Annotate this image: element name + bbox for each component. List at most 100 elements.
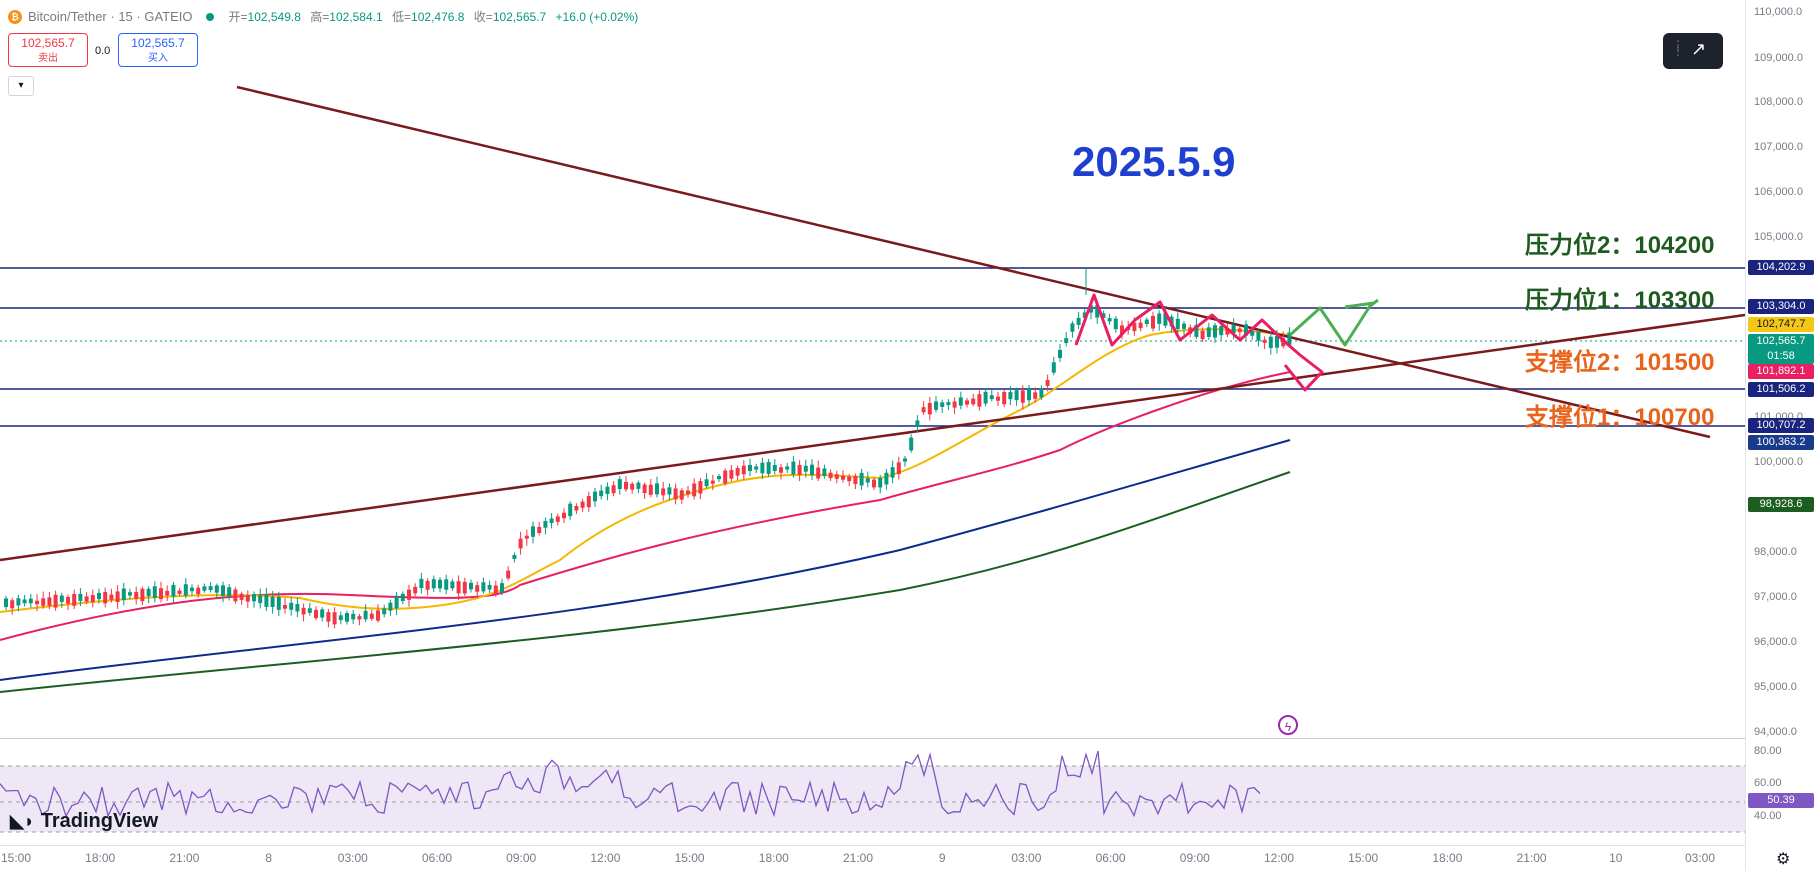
candle-body	[760, 462, 765, 474]
candle-body	[1120, 325, 1124, 335]
buy-button[interactable]: 102,565.7 买入	[118, 33, 198, 67]
candle-body	[1107, 318, 1112, 322]
gear-icon[interactable]: ⚙	[1776, 851, 1791, 868]
tradingview-logo[interactable]: ◣◗ TradingView	[10, 810, 158, 833]
candle-body	[252, 594, 256, 602]
candle-body	[506, 570, 511, 579]
time-tick-label: 09:00	[506, 851, 537, 865]
candle-body	[934, 401, 938, 410]
time-tick-label: 06:00	[421, 851, 453, 865]
candle-body	[679, 490, 684, 500]
candle-body	[171, 584, 176, 597]
candle-body	[642, 484, 647, 494]
candle-body	[1008, 392, 1013, 400]
candle-body	[896, 462, 901, 475]
buy-label: 买入	[148, 53, 168, 64]
drawing-toolbar-button[interactable]: ⋮ ⋮ ↗	[1663, 33, 1723, 69]
candle-body	[704, 479, 709, 487]
rsi-chart-svg[interactable]	[0, 739, 1745, 846]
ohlc-values: 开=102,549.8 高=102,584.1 低=102,476.8 收=10…	[228, 10, 639, 24]
candle-body	[909, 437, 914, 451]
candle-body	[475, 585, 480, 592]
candle-body	[1144, 319, 1149, 325]
time-tick-label: 06:00	[1095, 851, 1126, 865]
candle-body	[146, 588, 151, 597]
symbol-legend: ₿ Bitcoin/Tether · 15 · GATEIO 开=102,549…	[8, 8, 644, 25]
candle-body	[208, 586, 213, 591]
candle-body	[59, 595, 64, 602]
open-value: 102,549.8	[247, 10, 301, 24]
candle-body	[1250, 330, 1255, 336]
open-label: 开	[228, 10, 241, 24]
candle-body	[518, 538, 523, 549]
bitcoin-coin-icon: ₿	[8, 9, 22, 24]
candle-body	[723, 470, 728, 484]
candle-body	[1058, 349, 1062, 359]
candle-body	[462, 581, 467, 594]
drag-handle-icon[interactable]: ⋮ ⋮	[1672, 38, 1684, 58]
candle-body	[562, 512, 566, 519]
market-status-dot	[206, 12, 215, 21]
candle-body	[326, 612, 331, 622]
price-tag: 100,363.2	[1748, 435, 1814, 450]
candle-body	[400, 593, 405, 601]
candle-body	[363, 610, 368, 620]
candle-body	[636, 482, 641, 489]
candle-body	[307, 608, 312, 613]
time-axis[interactable]: 15:00 18:00 21:00 8 03:00 06:00 09:00 12:00 15:0…	[0, 845, 1745, 872]
candle-body	[388, 602, 393, 611]
candle-body	[1101, 313, 1106, 318]
candle-body	[859, 472, 864, 486]
price-tick-label: 107,000.0	[1754, 141, 1803, 153]
price-tag: 101,506.2	[1748, 382, 1814, 397]
candle-body	[289, 602, 294, 610]
candle-body	[958, 397, 963, 406]
price-chart-svg[interactable]	[0, 0, 1745, 737]
rsi-pane[interactable]	[0, 738, 1745, 846]
candle-body	[239, 593, 244, 600]
lightning-icon[interactable]: ϟ	[1278, 715, 1298, 735]
time-tick-label: 8	[265, 851, 272, 865]
candle-body	[903, 458, 907, 462]
time-tick-label: 21:00	[1516, 851, 1547, 865]
candle-body	[264, 594, 269, 607]
candle-body	[1033, 392, 1038, 399]
candle-body	[810, 464, 814, 476]
sell-button[interactable]: 102,565.7 卖出	[8, 33, 88, 67]
price-tick-label: 100,000.0	[1754, 456, 1803, 468]
candle-body	[834, 474, 839, 479]
time-tick-label: 09:00	[1179, 851, 1210, 865]
resistance-2-label: 压力位2：104200	[1525, 232, 1715, 259]
price-tick-label: 108,000.0	[1754, 96, 1803, 108]
candle-body	[1157, 313, 1162, 324]
candle-body	[710, 480, 715, 484]
candle-body	[1231, 325, 1236, 334]
candle-body	[611, 485, 616, 494]
candle-body	[382, 608, 387, 615]
price-tick-label: 94,000.0	[1754, 726, 1797, 738]
price-scale[interactable]: 110,000.0 109,000.0 108,000.0 107,000.0 106,…	[1745, 0, 1817, 871]
candle-body	[580, 501, 585, 508]
candle-body	[884, 472, 889, 485]
main-chart-pane[interactable]: ₿ Bitcoin/Tether · 15 · GATEIO 开=102,549…	[0, 0, 1745, 737]
time-tick-label: 15:00	[0, 851, 32, 865]
candle-body	[301, 607, 306, 615]
candle-body	[190, 587, 194, 592]
candle-body	[605, 486, 610, 494]
candle-body	[977, 394, 982, 407]
candle-body	[481, 582, 486, 592]
symbol-title[interactable]: Bitcoin/Tether · 15 · GATEIO	[28, 9, 193, 24]
candle-body	[779, 467, 783, 473]
price-tag: 103,304.0	[1748, 299, 1814, 314]
candle-body	[1051, 362, 1056, 373]
candle-body	[53, 594, 58, 608]
candle-body	[4, 598, 8, 608]
support-1-label: 支撑位1：100700	[1525, 404, 1715, 431]
candle-body	[692, 483, 697, 497]
low-value: 102,476.8	[411, 10, 465, 24]
spread-value: 0.0	[95, 45, 111, 57]
candle-body	[41, 598, 46, 606]
candle-body	[72, 593, 77, 606]
candle-body	[84, 596, 89, 602]
chevron-down-icon[interactable]: ▾	[8, 76, 34, 96]
